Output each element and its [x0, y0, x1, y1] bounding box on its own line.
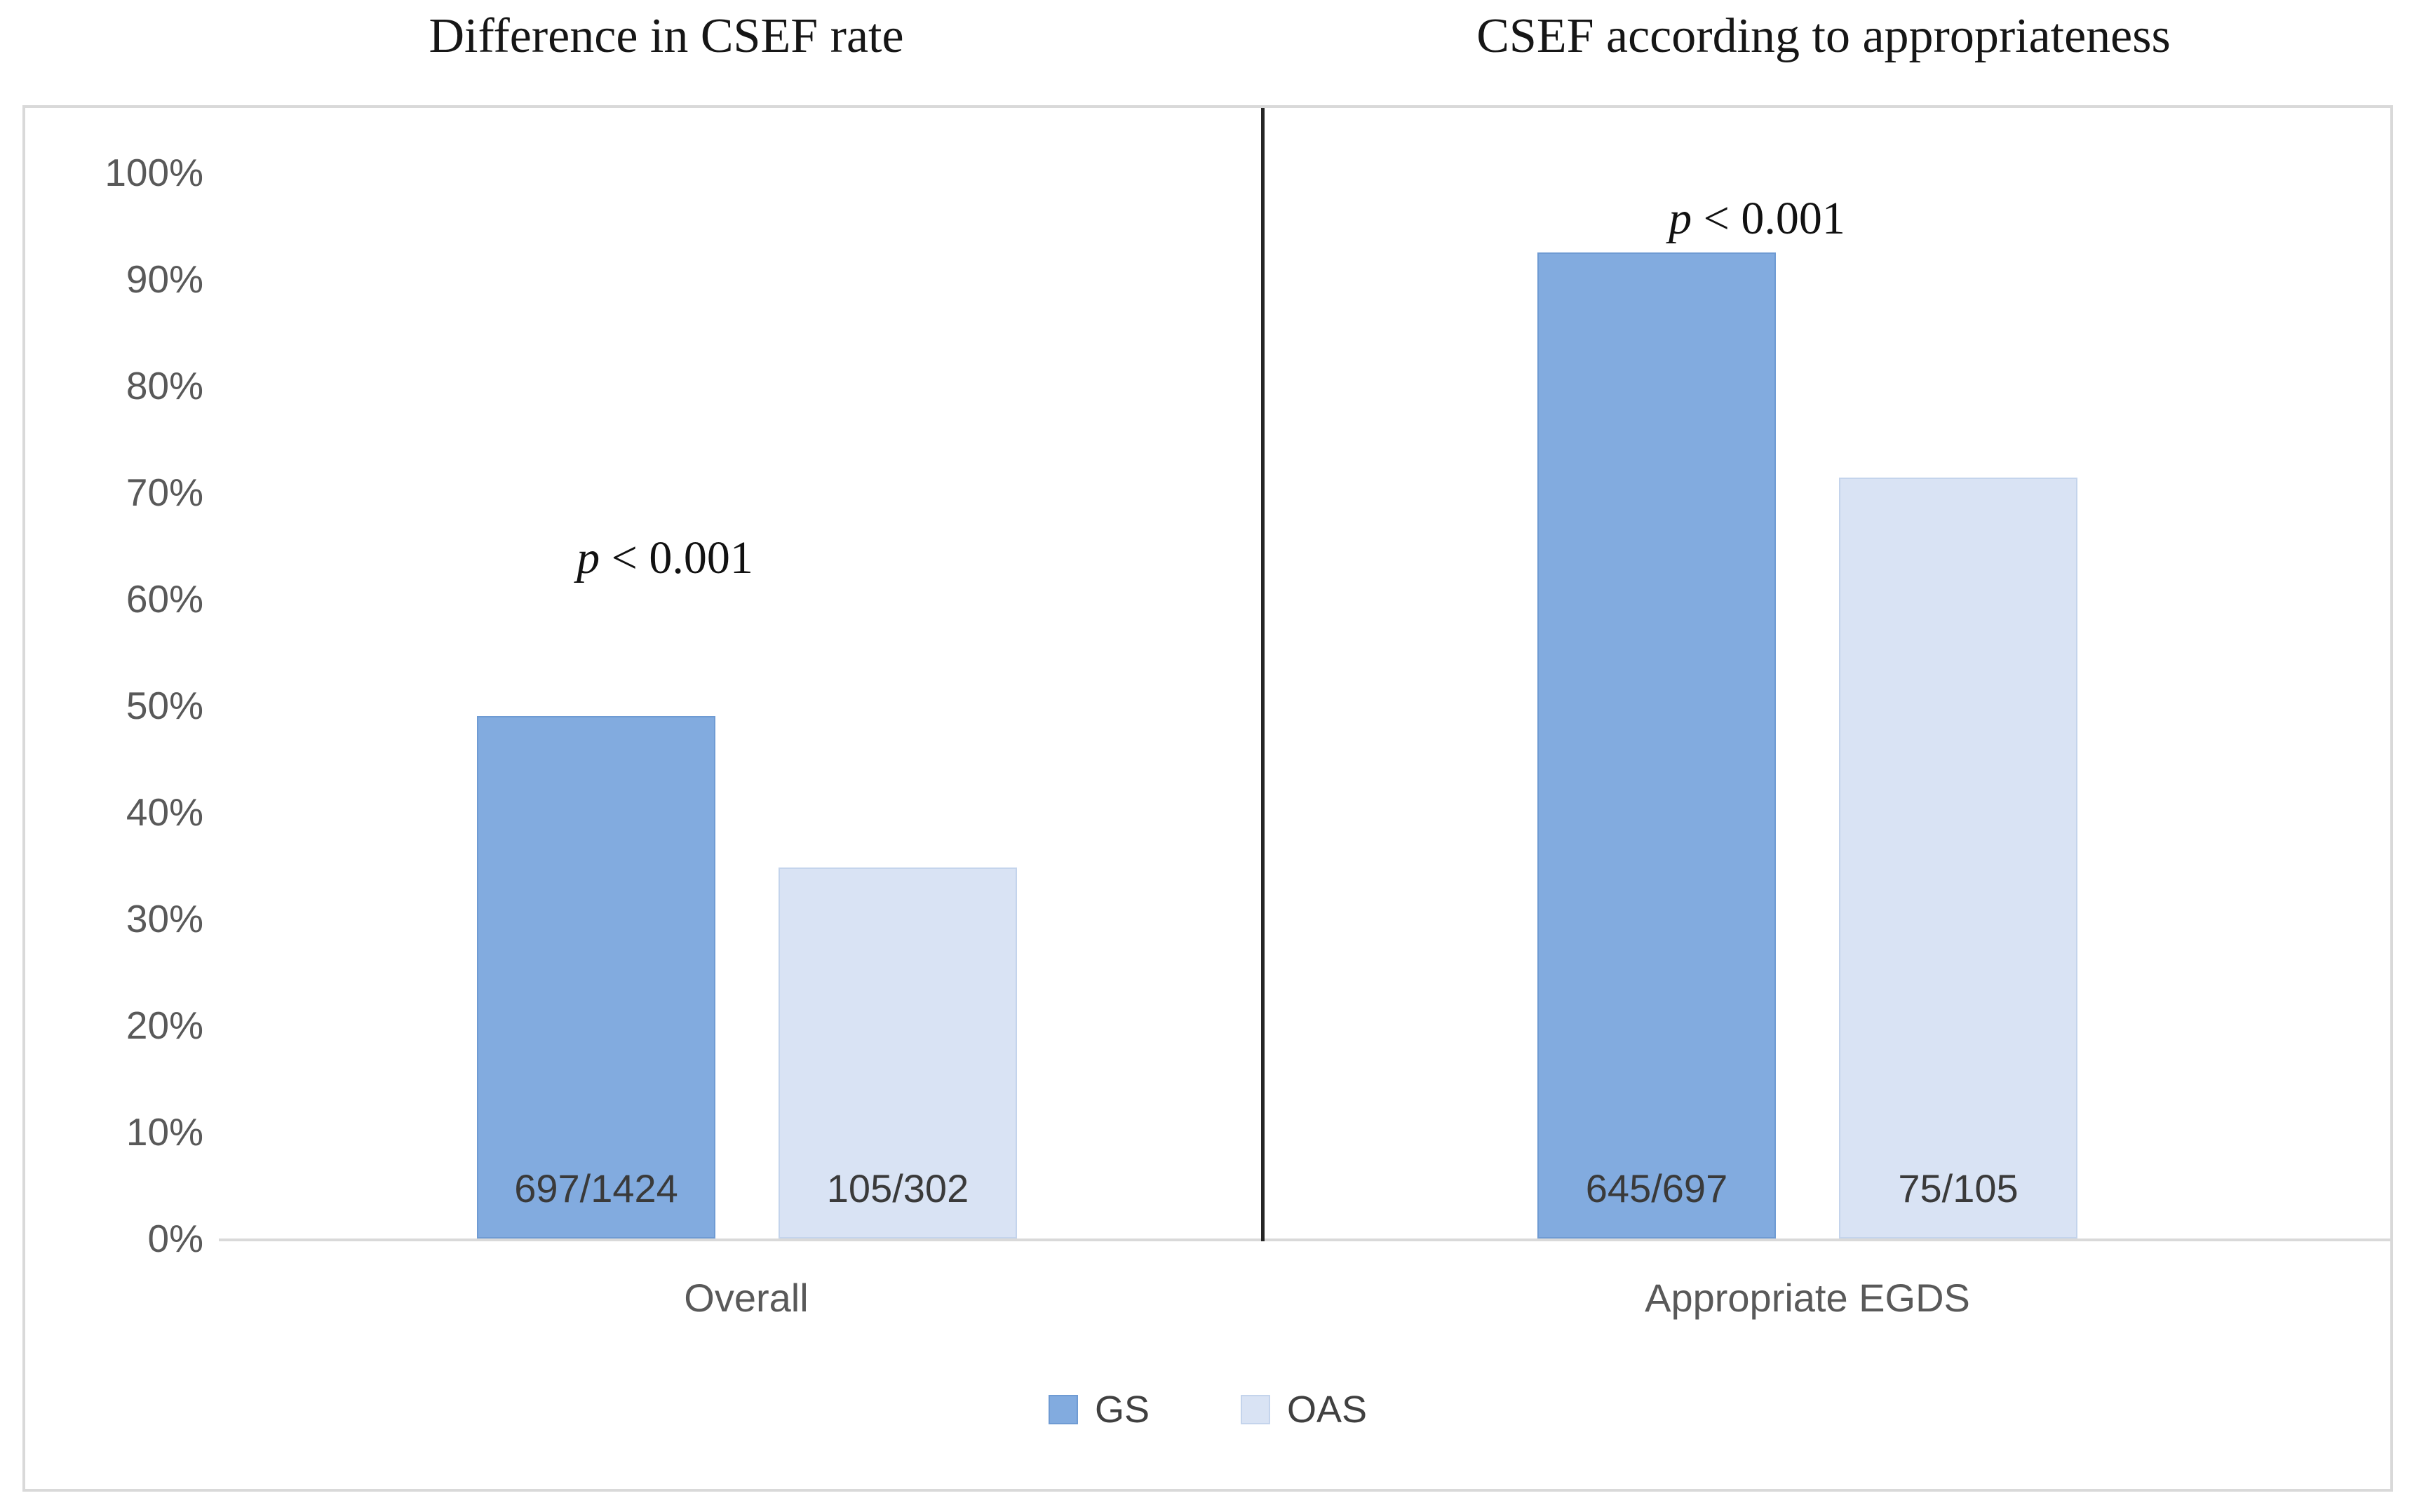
bar-value-label-gs-overall: 697/1424 [514, 1166, 678, 1210]
legend-item-gs: GS [1048, 1388, 1150, 1431]
legend-label-oas: OAS [1286, 1389, 1368, 1431]
bar-oas-appropriate-egds [1839, 478, 2077, 1238]
bar-oas-overall [779, 868, 1017, 1238]
p-symbol: p [577, 532, 600, 583]
y-tick-80pct: 80% [126, 364, 203, 407]
legend-swatch-oas-icon [1240, 1395, 1270, 1424]
y-tick-10pct: 10% [126, 1110, 203, 1154]
left-panel-title: Difference in CSEF rate [429, 9, 904, 63]
category-label-appropriate-egds: Appropriate EGDS [1645, 1276, 1970, 1320]
p-symbol: p [1669, 193, 1692, 244]
bar-value-label-oas-appropriate-egds: 75/105 [1898, 1166, 2019, 1210]
p-value-annotation-overall: p < 0.001 [419, 530, 910, 586]
y-tick-90pct: 90% [126, 257, 203, 301]
p-comparison-value: < 0.001 [1692, 193, 1845, 244]
p-value-annotation-appropriate-egds: p < 0.001 [1511, 191, 2002, 247]
y-tick-0pct: 0% [147, 1217, 204, 1260]
y-tick-20pct: 20% [126, 1004, 203, 1047]
bar-gs-appropriate-egds [1537, 252, 1776, 1238]
y-tick-50pct: 50% [126, 684, 203, 727]
bar-gs-overall [477, 716, 715, 1238]
y-tick-30pct: 30% [126, 897, 203, 940]
bar-value-label-oas-overall: 105/302 [826, 1166, 969, 1210]
category-label-overall: Overall [684, 1276, 809, 1320]
legend-item-oas: OAS [1240, 1388, 1368, 1431]
y-tick-100pct: 100% [105, 151, 203, 194]
panel-divider-line [1261, 108, 1265, 1241]
right-panel-title: CSEF according to appropriateness [1476, 9, 2171, 63]
legend-swatch-gs-icon [1048, 1395, 1078, 1424]
bar-value-label-gs-appropriate-egds: 645/697 [1585, 1166, 1728, 1210]
legend: GS OAS [22, 1389, 2393, 1431]
p-comparison-value: < 0.001 [600, 532, 753, 583]
y-tick-40pct: 40% [126, 790, 203, 834]
x-axis-line [219, 1238, 2390, 1241]
y-tick-70pct: 70% [126, 471, 203, 514]
legend-label-gs: GS [1094, 1389, 1150, 1431]
y-tick-60pct: 60% [126, 577, 203, 621]
